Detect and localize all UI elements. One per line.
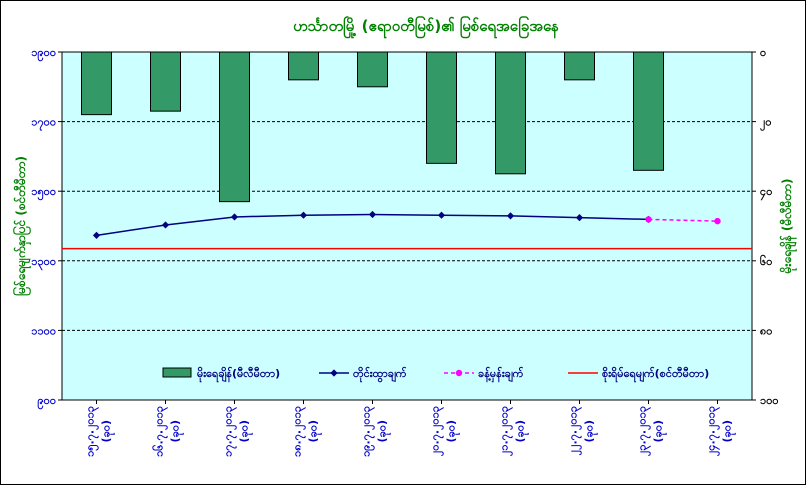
legend-item: စိုးရိမ်ရေမျက်(စင်တီမီတာ) [568,366,709,383]
legend-item: မိုးရေချိန်(မီလီမီတာ) [162,366,280,383]
rainfall-bar [426,51,457,164]
rainfall-bar [564,51,595,81]
left-axis-ticks: ၉၀၀ ၁၁၀၀ ၁၃၀၀ ၁၅၀၀ ၁၇၀၀ ၁၉၀၀ [31,46,62,410]
rainfall-bar [633,51,664,171]
legend-label: ခန့်မှန်းချက် [478,366,524,383]
legend-item: ခန့်မှန်းချက် [444,366,524,383]
x-tick-date: ၁၈.၇.၂၀၁၃ [291,405,307,457]
rainfall-bars [81,51,664,203]
rainfall-bar [495,51,526,175]
legend-item: တိုင်းထွာချက် [319,366,407,383]
x-tick-label: ၁၅.၇.၂၀၁၃ (ခု၀) [84,405,116,457]
x-tick-label: ၁၈.၇.၂၀၁၃ (ခု၀) [291,405,323,457]
x-tick-date: ၂၄.၇.၂၀၁၃ [705,405,721,456]
x-tick-date: ၁၇.၇.၂၀၁၃ [222,405,238,457]
observed-point [161,221,170,229]
x-tick-date: ၂၂.၇.၂၀၁၃ [567,405,583,455]
chart-title: ဟင်္သာတမြို့ (ဧရာဝတီမြစ်)၏ မြစ်ရေအခြေအနေ [293,15,559,39]
right-tick-label: ၄၀ [760,185,772,201]
data-lines [62,210,752,250]
x-tick-label: ၁၆.၇.၂၀၁၃ (ခု၀) [153,405,185,457]
x-tick-date: ၁၆.၇.၂၀၁၃ [153,405,169,457]
left-tick-label: ၁၁၀၀ [31,324,56,337]
left-tick-label: ၁၃၀၀ [31,255,56,271]
x-tick-label: ၁၉.၇.၂၀၁၃ (ခု၀) [360,405,392,457]
x-tick-time: (ခု၀) [169,420,185,442]
right-tick-label: ၀ [760,46,766,59]
x-tick-label: ၂၃.၇.၂၀၁၃ (ခု၀) [636,405,668,456]
x-tick-label: ၁၇.၇.၂၀၁၃ (ခု၀) [222,405,254,457]
legend-label: စိုးရိမ်ရေမျက်(စင်တီမီတာ) [602,366,709,383]
x-tick-label: ၂၂.၇.၂၀၁၃ (ခု၀) [567,405,599,455]
left-tick-label: ၁၉၀၀ [31,46,56,62]
x-tick-date: ၂၃.၇.၂၀၁၃ [636,405,652,456]
left-tick-label: ၉၀၀ [37,394,56,410]
observed-point [230,213,239,221]
rainfall-bar [219,51,250,203]
right-axis-label: မိုးရေချိန် (မီလီမီတာ) [778,179,798,275]
x-tick-label: ၂၀.၇.၂၀၁၃ (ခု၀) [429,405,461,456]
rainfall-bar [150,51,181,112]
x-tick-time: (ခု၀) [721,420,737,442]
x-tick-date: ၂၁.၇.၂၀၁၃ [498,405,514,456]
x-tick-time: (ခု၀) [445,420,461,442]
x-axis-ticks: ၁၅.၇.၂၀၁၃ (ခု၀) ၁၆.၇.၂၀၁၃ (ခု၀) ၁၇.၇.၂၀၁၃ (ခု… [84,400,737,457]
right-tick-label: ၂၀ [760,116,772,132]
legend: မိုးရေချိန်(မီလီမီတာ) တိုင်းထွာချက် ခန့်မှ… [162,366,709,383]
rainfall-bar [288,51,319,81]
left-axis-label: မြစ်ရေမျက်နှာပြင် (စင်တီမီတာ) [11,156,32,296]
gridlines [62,121,752,331]
x-tick-time: (ခု၀) [376,420,392,442]
left-tick-label: ၁၇၀၀ [31,116,56,132]
observed-point [92,231,101,239]
x-tick-label: ၂၄.၇.၂၀၁၃ (ခု၀) [705,405,737,456]
right-tick-label: ၁၀၀ [760,394,779,407]
x-tick-time: (ခု၀) [307,420,323,442]
rainfall-bar [357,51,388,88]
observed-point [299,211,308,219]
observed-point [437,211,446,219]
x-tick-date: ၁၉.၇.၂၀၁၃ [360,405,376,457]
legend-label: တိုင်းထွာချက် [353,366,407,383]
forecast-point [645,216,652,223]
legend-swatch [162,367,192,378]
x-tick-time: (ခု၀) [583,420,599,442]
x-tick-time: (ခု၀) [514,420,530,442]
right-tick-label: ၈၀ [760,324,772,337]
observed-point [506,212,515,220]
forecast-line [648,218,718,222]
x-tick-time: (ခု၀) [238,420,254,442]
legend-marker [455,369,463,377]
legend-label: မိုးရေချိန်(မီလီမီတာ) [197,366,280,383]
forecast-point [714,217,721,225]
left-tick-label: ၁၅၀၀ [31,185,56,201]
x-tick-time: (ခု၀) [100,420,116,442]
x-tick-time: (ခု၀) [652,420,668,442]
observed-point [575,214,584,222]
legend-marker [330,369,338,377]
right-tick-label: ၆၀ [760,255,772,268]
rainfall-bar [81,51,112,116]
observed-point [368,210,377,219]
x-tick-date: ၁၅.၇.၂၀၁၃ [84,405,100,457]
x-tick-date: ၂၀.၇.၂၀၁၃ [429,405,445,456]
x-tick-label: ၂၁.၇.၂၀၁၃ (ခု၀) [498,405,530,456]
